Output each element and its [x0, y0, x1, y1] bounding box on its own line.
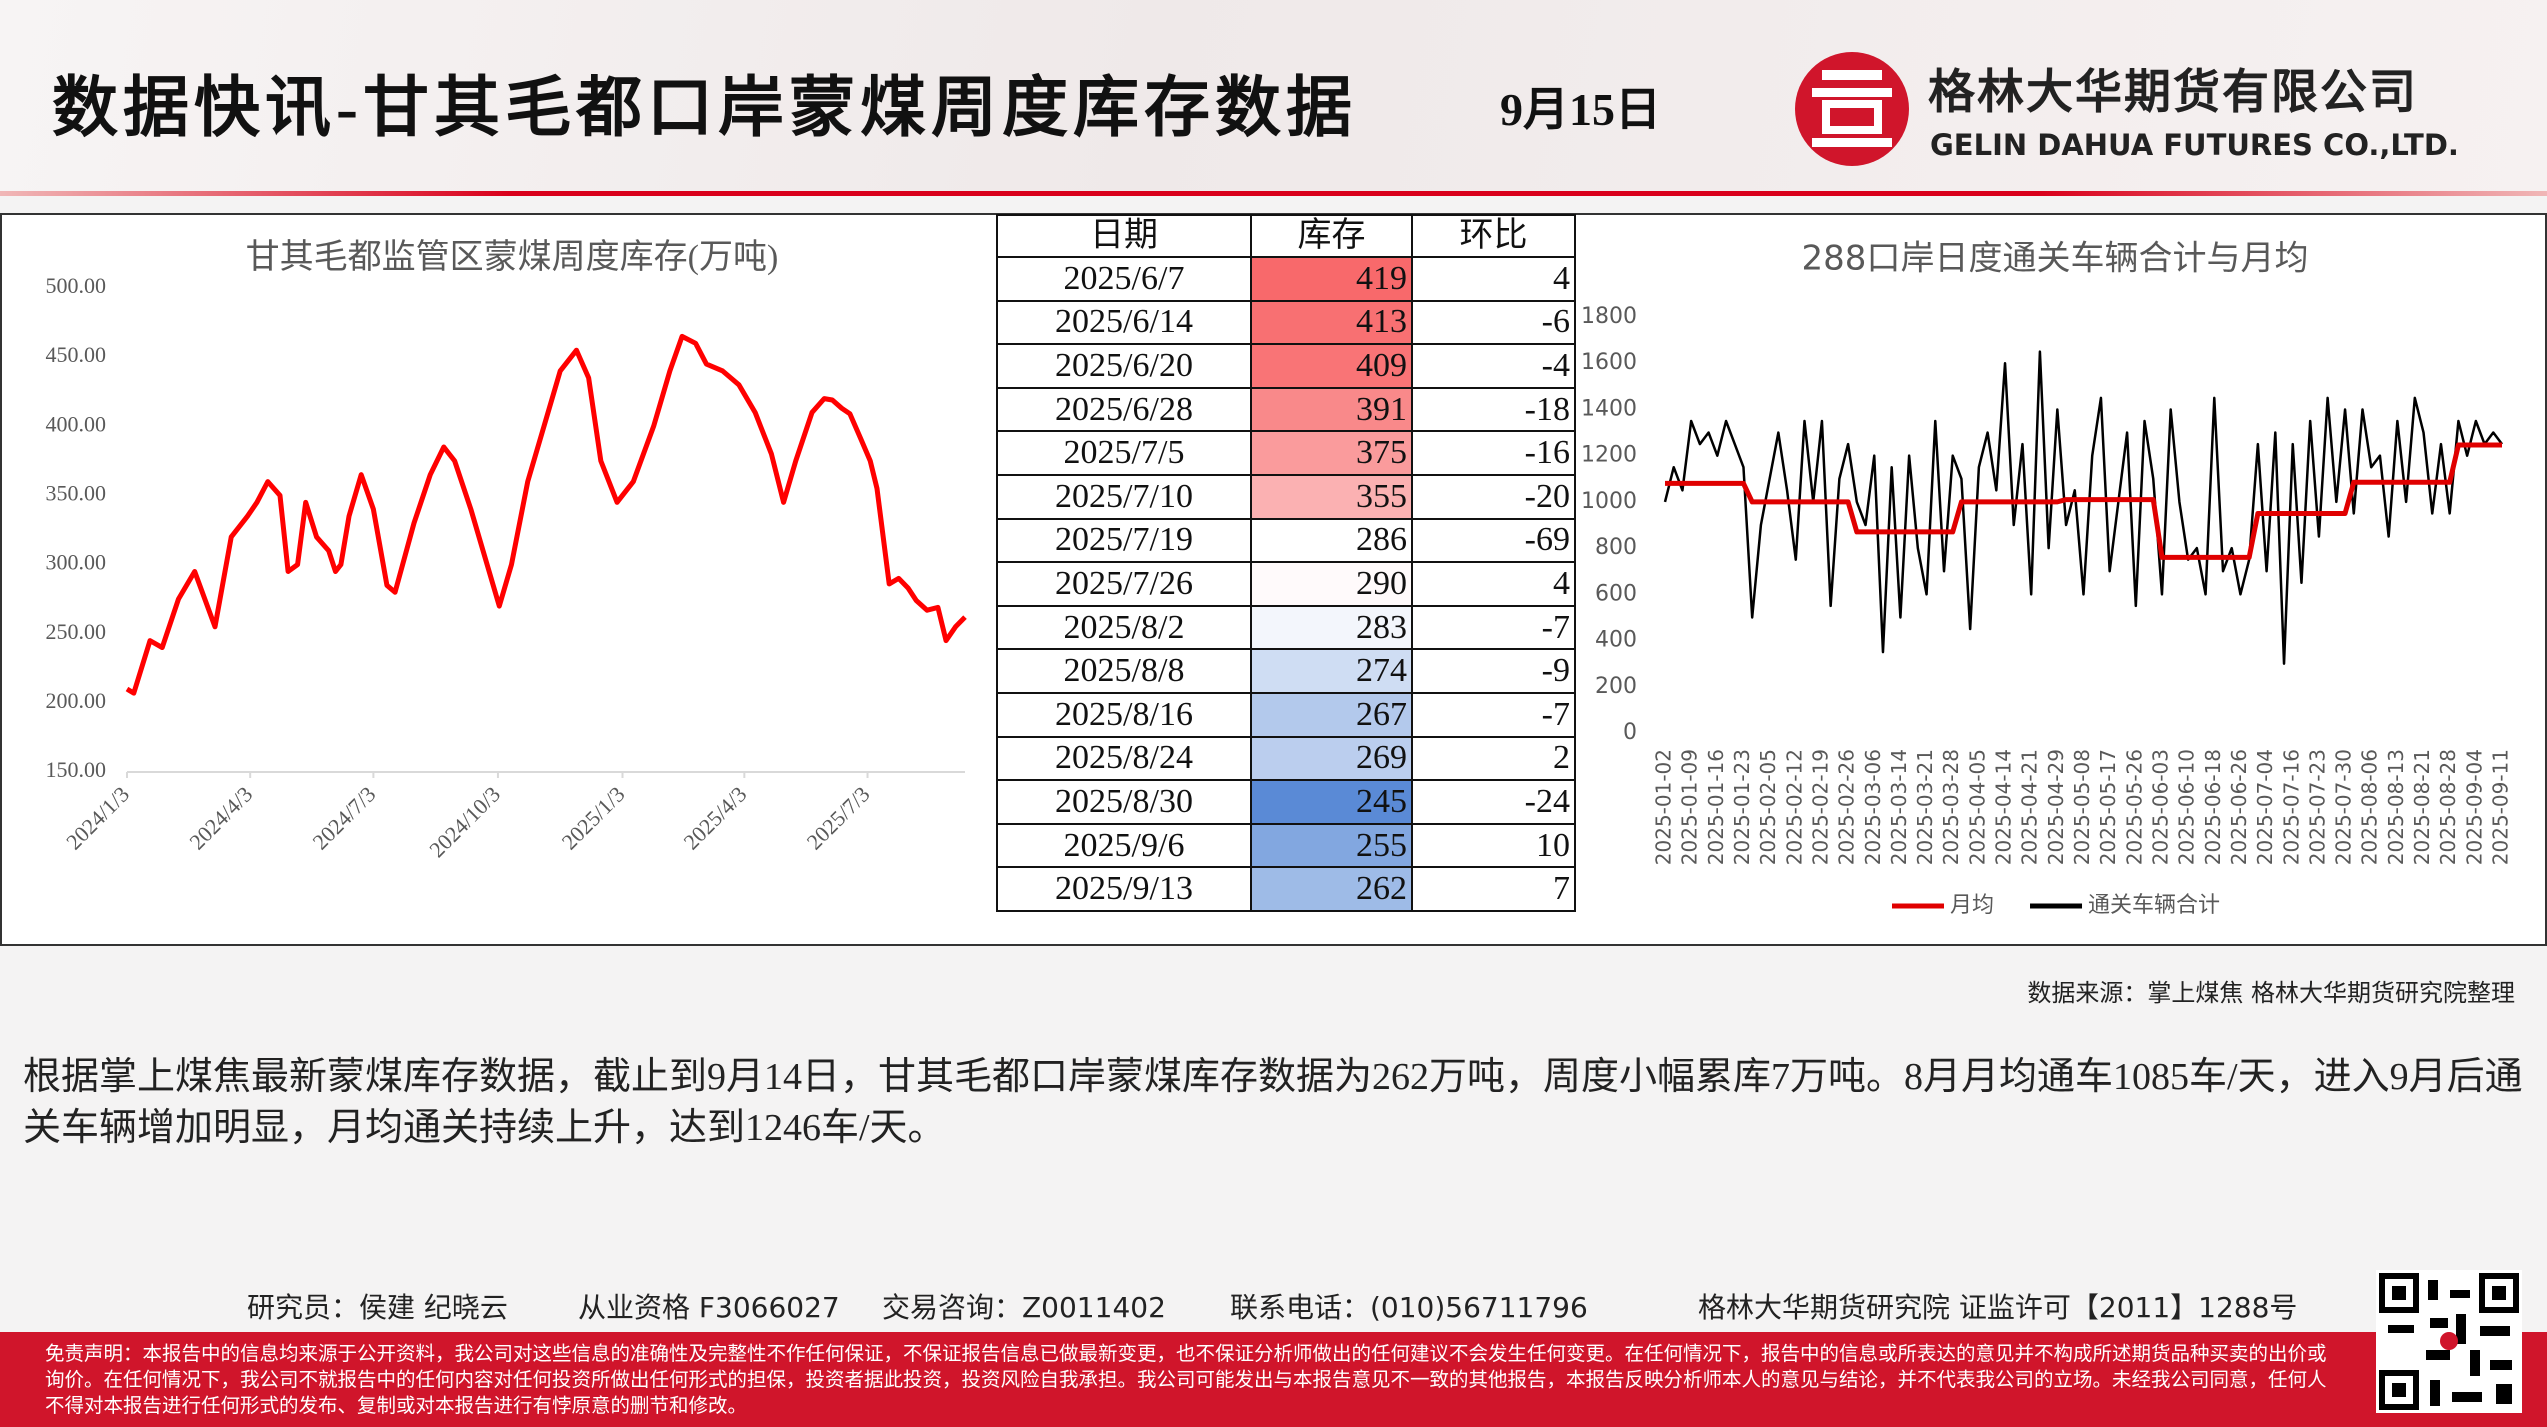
table-row: 2025/8/16 267 -7 — [996, 691, 1576, 738]
stock-cell: 269 — [1250, 735, 1413, 782]
date-cell: 2025/6/28 — [996, 386, 1252, 433]
date-cell: 2025/6/14 — [996, 299, 1252, 346]
stock-cell: 290 — [1250, 561, 1413, 607]
stock-cell: 262 — [1250, 866, 1413, 912]
date-cell: 2025/9/13 — [996, 866, 1252, 912]
date-cell: 2025/7/5 — [996, 430, 1252, 476]
change-cell: 4 — [1411, 256, 1576, 302]
date-cell: 2025/7/19 — [996, 517, 1252, 564]
stock-cell: 413 — [1250, 299, 1413, 346]
change-cell: -4 — [1411, 343, 1576, 389]
change-cell: -9 — [1411, 648, 1576, 694]
date-cell: 2025/9/6 — [996, 822, 1252, 869]
change-cell: -18 — [1411, 386, 1576, 433]
company-name-en: GELIN DAHUA FUTURES CO.,LTD. — [1930, 128, 2459, 162]
source-note: 数据来源：掌上煤焦 格林大华期货研究院整理 — [2027, 979, 2515, 1007]
table-row: 2025/9/6 255 10 — [996, 822, 1576, 869]
date-cell: 2025/6/20 — [996, 343, 1252, 389]
table-row: 2025/7/10 355 -20 — [996, 473, 1576, 520]
change-cell: -24 — [1411, 779, 1576, 825]
stock-cell: 283 — [1250, 604, 1413, 651]
stock-cell: 375 — [1250, 430, 1413, 476]
header — [0, 0, 2547, 195]
date-cell: 2025/7/26 — [996, 561, 1252, 607]
change-cell: -69 — [1411, 517, 1576, 564]
company-name: 格林大华期货有限公司 — [1928, 65, 2418, 120]
date-cell: 2025/8/16 — [996, 691, 1252, 738]
stock-cell: 267 — [1250, 691, 1413, 738]
summary-text: 根据掌上煤焦最新蒙煤库存数据，截止到9月14日，甘其毛都口岸蒙煤库存数据为262… — [23, 1056, 2523, 1149]
change-cell: -20 — [1411, 473, 1576, 520]
change-cell: 10 — [1411, 822, 1576, 869]
footer-item: 联系电话：(010)56711796 — [1230, 1291, 1588, 1324]
change-cell: -16 — [1411, 430, 1576, 476]
table-row: 2025/6/20 409 -4 — [996, 343, 1576, 389]
column-header: 环比 — [1411, 214, 1576, 258]
date-cell: 2025/6/7 — [996, 256, 1252, 302]
date-cell: 2025/8/2 — [996, 604, 1252, 651]
header-rule — [0, 191, 2547, 196]
table-row: 2025/7/26 290 4 — [996, 561, 1576, 607]
disclaimer: 免责声明：本报告中的信息均来源于公开资料，我公司对这些信息的准确性及完整性不作任… — [45, 1342, 2327, 1417]
footer-item: 从业资格 F3066027 — [578, 1291, 840, 1324]
table-row: 2025/7/19 286 -69 — [996, 517, 1576, 564]
stock-cell: 255 — [1250, 822, 1413, 869]
date-cell: 2025/8/30 — [996, 779, 1252, 825]
column-header: 库存 — [1250, 214, 1413, 258]
footer-item: 研究员：侯建 纪晓云 — [247, 1291, 508, 1324]
stock-cell: 274 — [1250, 648, 1413, 694]
change-cell: -7 — [1411, 691, 1576, 738]
table-row: 2025/6/28 391 -18 — [996, 386, 1576, 433]
change-cell: 4 — [1411, 561, 1576, 607]
table-row: 2025/8/8 274 -9 — [996, 648, 1576, 694]
table-row: 2025/9/13 262 7 — [996, 866, 1576, 912]
inventory-table: 日期 库存 环比 2025/6/7 419 4 2025/6/14 413 -6 2025/6/2… — [996, 214, 1576, 912]
stock-cell: 286 — [1250, 517, 1413, 564]
footer-item: 交易咨询：Z0011402 — [882, 1291, 1166, 1324]
table-body: 2025/6/7 419 4 2025/6/14 413 -6 2025/6/20 409 -4… — [996, 256, 1576, 912]
column-header: 日期 — [996, 214, 1252, 258]
stock-cell: 355 — [1250, 473, 1413, 520]
stock-cell: 245 — [1250, 779, 1413, 825]
table-row: 2025/8/30 245 -24 — [996, 779, 1576, 825]
table-row: 2025/6/14 413 -6 — [996, 299, 1576, 346]
date-cell: 2025/8/24 — [996, 735, 1252, 782]
report-date: 9月15日 — [1500, 84, 1661, 135]
change-cell: 7 — [1411, 866, 1576, 912]
footer-item: 格林大华期货研究院 证监许可【2011】1288号 — [1698, 1291, 2298, 1324]
report-title: 数据快讯-甘其毛都口岸蒙煤周度库存数据 — [52, 72, 1357, 145]
table-row: 2025/8/2 283 -7 — [996, 604, 1576, 651]
table-row: 2025/6/7 419 4 — [996, 256, 1576, 302]
stock-cell: 419 — [1250, 256, 1413, 302]
change-cell: -7 — [1411, 604, 1576, 651]
change-cell: 2 — [1411, 735, 1576, 782]
table-header: 日期 库存 环比 — [996, 214, 1576, 258]
date-cell: 2025/7/10 — [996, 473, 1252, 520]
date-cell: 2025/8/8 — [996, 648, 1252, 694]
table-row: 2025/8/24 269 2 — [996, 735, 1576, 782]
table-row: 2025/7/5 375 -16 — [996, 430, 1576, 476]
change-cell: -6 — [1411, 299, 1576, 346]
disclaimer-bar — [0, 1332, 2547, 1427]
stock-cell: 391 — [1250, 386, 1413, 433]
stock-cell: 409 — [1250, 343, 1413, 389]
